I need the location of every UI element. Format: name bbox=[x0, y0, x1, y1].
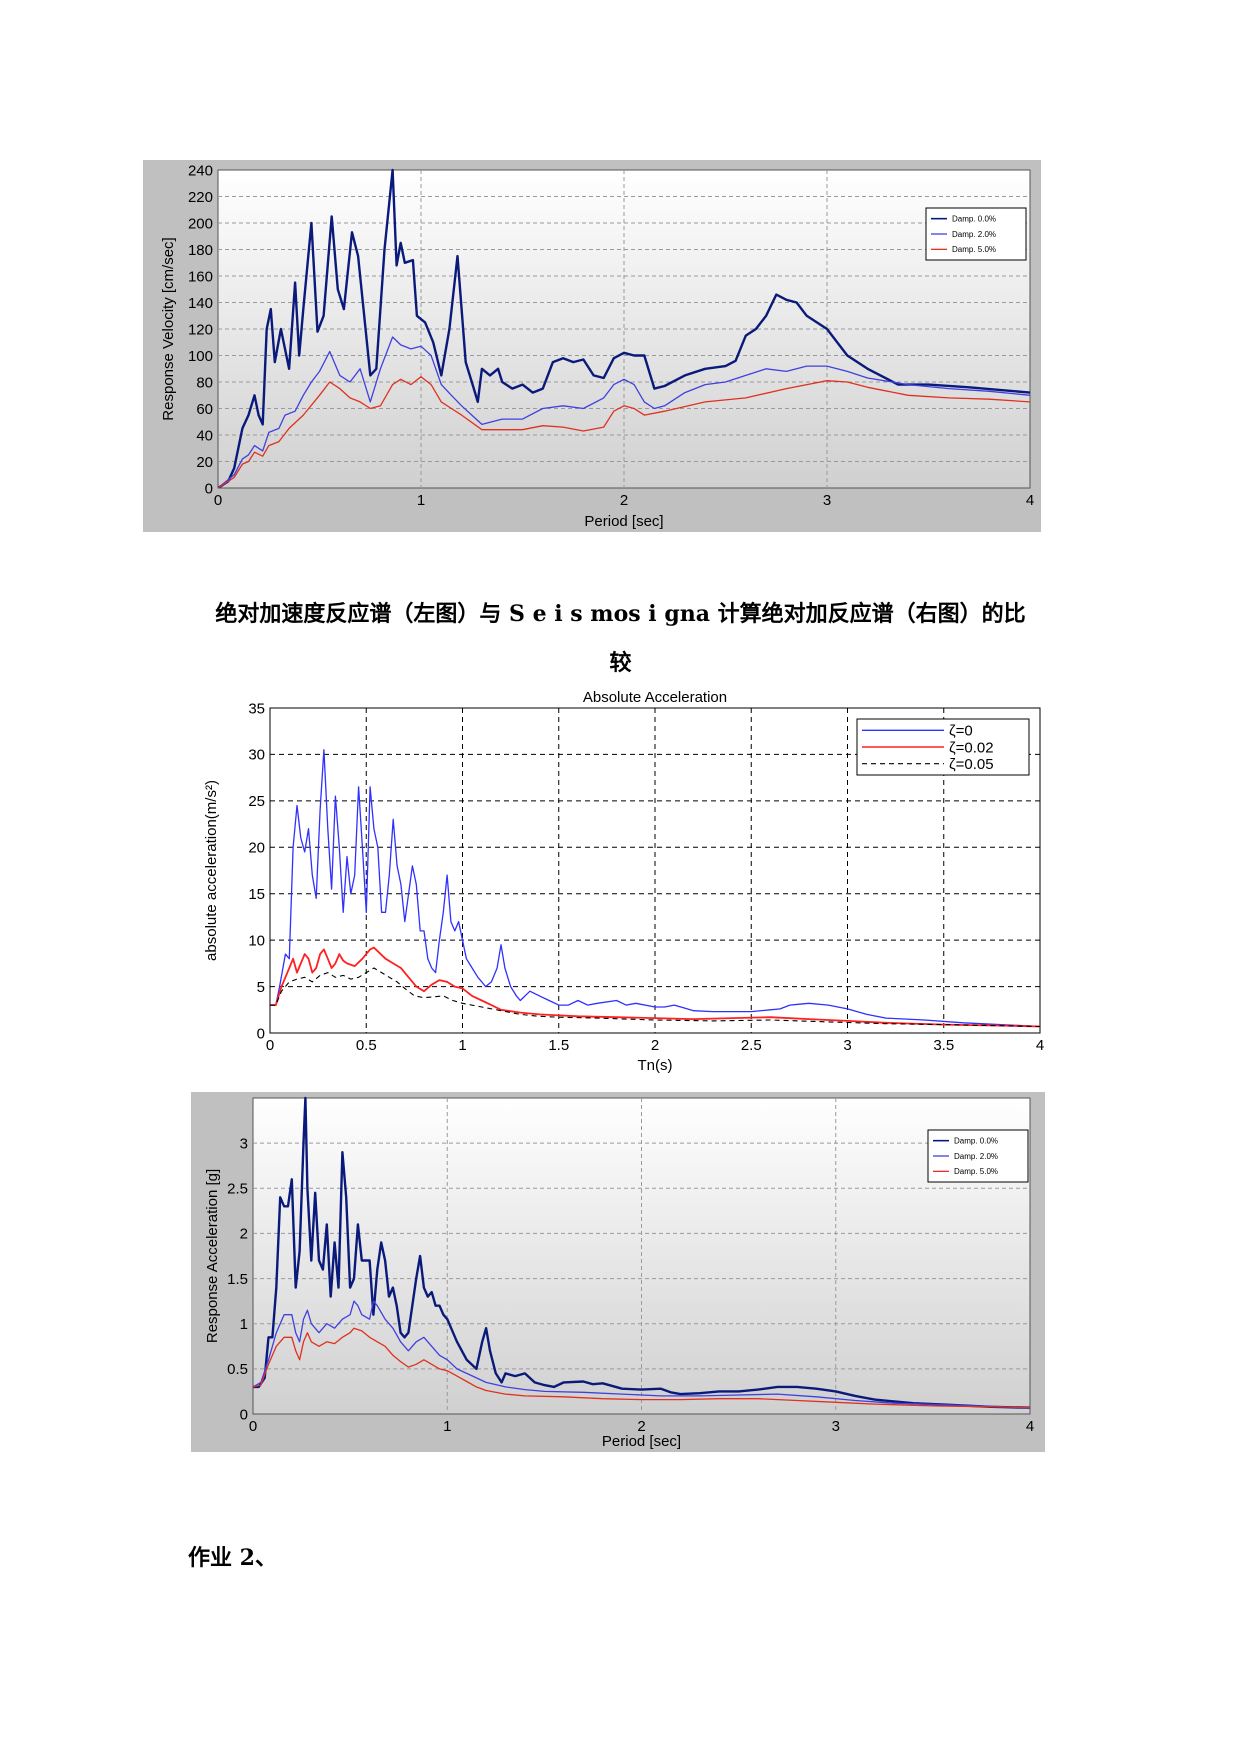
y-tick-label: 1 bbox=[240, 1316, 248, 1333]
x-tick-label: 2 bbox=[637, 1418, 645, 1435]
y-tick-label: 15 bbox=[248, 886, 265, 903]
y-tick-label: 0 bbox=[240, 1406, 248, 1423]
series-line-2 bbox=[218, 336, 1030, 488]
series-line-1 bbox=[270, 749, 1040, 1028]
y-tick-label: 2 bbox=[240, 1226, 248, 1243]
series-line-2 bbox=[253, 1300, 1030, 1409]
y-tick-label: 120 bbox=[188, 321, 213, 338]
x-axis-label: Period [sec] bbox=[584, 513, 663, 530]
legend-entry: Damp. 2.0% bbox=[954, 1152, 998, 1161]
x-tick-label: 1.5 bbox=[548, 1037, 569, 1054]
legend-entry: Damp. 0.0% bbox=[954, 1136, 998, 1145]
y-tick-label: 2.5 bbox=[227, 1181, 248, 1198]
x-tick-label: 2 bbox=[651, 1037, 659, 1054]
y-tick-label: 200 bbox=[188, 215, 213, 232]
legend-entry: Damp. 2.0% bbox=[952, 230, 996, 239]
x-tick-label: 4 bbox=[1036, 1037, 1044, 1054]
legend-entry: ζ=0.05 bbox=[949, 756, 994, 773]
chart-title: Absolute Acceleration bbox=[583, 689, 727, 706]
y-tick-label: 0 bbox=[205, 480, 213, 497]
y-tick-label: 20 bbox=[196, 454, 213, 471]
y-tick-label: 140 bbox=[188, 295, 213, 312]
y-tick-label: 160 bbox=[188, 268, 213, 285]
y-tick-label: 80 bbox=[196, 374, 213, 391]
y-tick-label: 10 bbox=[248, 932, 265, 949]
x-tick-label: 0.5 bbox=[356, 1037, 377, 1054]
velocity-spectrum-chart: 0 1 2 3 4020406080100120140160180200220240Pe… bbox=[143, 160, 1041, 532]
x-tick-label: 1 bbox=[443, 1418, 451, 1435]
x-tick-label: 0 bbox=[249, 1418, 257, 1435]
caption-line-2: 较 bbox=[609, 650, 632, 676]
legend-entry: ζ=0.02 bbox=[949, 739, 994, 756]
y-tick-label: 0 bbox=[257, 1025, 265, 1042]
y-axis-label: Response Acceleration [g] bbox=[204, 1169, 221, 1343]
series-line-3 bbox=[253, 1327, 1030, 1409]
y-tick-label: 180 bbox=[188, 242, 213, 259]
y-tick-label: 40 bbox=[196, 427, 213, 444]
x-tick-label: 3.5 bbox=[933, 1037, 954, 1054]
y-tick-label: 1.5 bbox=[227, 1271, 248, 1288]
y-axis-label: absolute acceleration(m/s²) bbox=[203, 780, 220, 961]
x-tick-label: 3 bbox=[832, 1418, 840, 1435]
y-tick-label: 240 bbox=[188, 162, 213, 179]
series-line-1 bbox=[218, 168, 1030, 488]
y-tick-label: 220 bbox=[188, 189, 213, 206]
legend-entry: Damp. 0.0% bbox=[952, 214, 996, 223]
x-axis-label: Period [sec] bbox=[602, 1433, 681, 1450]
y-tick-label: 0.5 bbox=[227, 1361, 248, 1378]
series-line-1 bbox=[253, 1096, 1030, 1409]
homework-label: 作业 2、 bbox=[188, 1545, 277, 1571]
y-tick-label: 5 bbox=[257, 979, 265, 996]
y-tick-label: 3 bbox=[240, 1135, 248, 1152]
x-tick-label: 4 bbox=[1026, 492, 1034, 509]
x-tick-label: 1 bbox=[417, 492, 425, 509]
x-tick-label: 2 bbox=[620, 492, 628, 509]
x-tick-label: 0 bbox=[266, 1037, 274, 1054]
x-tick-label: 3 bbox=[843, 1037, 851, 1054]
legend-entry: Damp. 5.0% bbox=[952, 245, 996, 254]
y-tick-label: 30 bbox=[248, 747, 265, 764]
x-axis-label: Tn(s) bbox=[638, 1057, 673, 1073]
x-tick-label: 1 bbox=[458, 1037, 466, 1054]
x-tick-label: 2.5 bbox=[741, 1037, 762, 1054]
series-line-3 bbox=[218, 376, 1030, 488]
x-tick-label: 4 bbox=[1026, 1418, 1034, 1435]
acceleration-spectrum-chart: 0 1 2 3 4 0 0.5 1 1.5 2 2.5 3 Period [sec] Response A… bbox=[191, 1092, 1045, 1452]
x-tick-label: 3 bbox=[823, 492, 831, 509]
x-tick-label: 0 bbox=[214, 492, 222, 509]
y-tick-label: 25 bbox=[248, 793, 265, 810]
y-tick-label: 20 bbox=[248, 840, 265, 857]
y-axis-label: Response Velocity [cm/sec] bbox=[160, 237, 177, 420]
y-tick-label: 60 bbox=[196, 401, 213, 418]
caption-line-1: 绝对加速度反应谱（左图）与 S e i s mos i gna 计算绝对加反应谱… bbox=[215, 601, 1026, 627]
series-line-2 bbox=[270, 946, 1040, 1028]
y-tick-label: 100 bbox=[188, 348, 213, 365]
legend-entry: Damp. 5.0% bbox=[954, 1167, 998, 1176]
y-tick-label: 35 bbox=[248, 700, 265, 717]
absolute-acceleration-chart: 0 0.5 1 1.5 2 2.5 3 3.5 4 0 5 10 15 20 25 30 35 Tn(s) abso… bbox=[188, 688, 1054, 1073]
legend-entry: ζ=0 bbox=[949, 723, 973, 740]
